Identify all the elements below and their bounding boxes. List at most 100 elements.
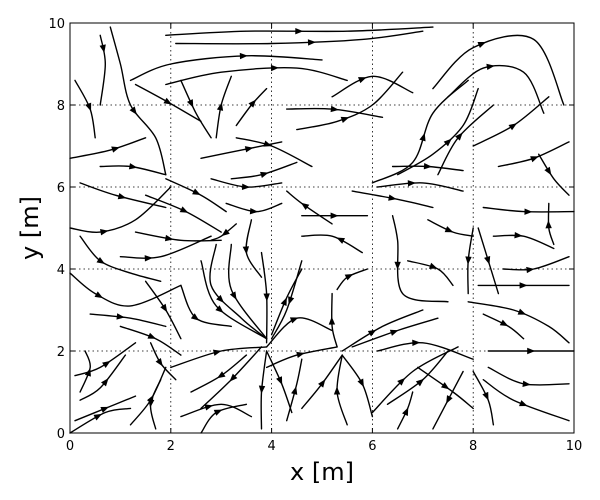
streamline xyxy=(482,206,575,213)
streamline-arrow xyxy=(333,386,341,395)
streamline xyxy=(371,346,459,414)
streamline-arrow xyxy=(289,317,299,324)
streamline-arrow xyxy=(147,332,157,339)
y-tick-label: 10 xyxy=(48,17,65,32)
streamline-arrow xyxy=(229,373,238,382)
streamline-arrow xyxy=(116,313,125,320)
streamline xyxy=(134,231,222,242)
streamline-arrow xyxy=(357,378,364,388)
streamline-arrow xyxy=(241,183,251,190)
streamline-arrow xyxy=(239,52,248,60)
streamline-arrow xyxy=(443,138,452,147)
streamline xyxy=(467,301,570,344)
streamline xyxy=(79,350,91,393)
streamline-arrow xyxy=(187,99,194,108)
streamline-arrow xyxy=(100,229,109,236)
y-tick-label: 0 xyxy=(57,427,65,442)
streamline-arrow xyxy=(163,97,172,105)
streamline-arrow xyxy=(204,404,214,411)
streamline-arrow xyxy=(402,407,409,416)
y-tick-label: 6 xyxy=(57,181,65,196)
streamline-arrow xyxy=(358,77,367,84)
streamline xyxy=(497,141,570,168)
streamline-arrow xyxy=(244,146,254,153)
streamline-arrow xyxy=(423,163,432,170)
x-axis-label: x [m] xyxy=(290,458,354,486)
streamline-arrow xyxy=(100,406,110,413)
streamline xyxy=(165,178,227,213)
streamline-arrow xyxy=(258,385,266,394)
streamline-arrow xyxy=(216,294,225,303)
streamline xyxy=(492,234,555,250)
streamline-arrow xyxy=(389,329,399,336)
streamline-arrow xyxy=(482,391,489,401)
x-tick-label: 0 xyxy=(66,439,74,454)
streamline-arrow xyxy=(295,27,304,35)
streamlines xyxy=(69,26,575,434)
streamline-arrow xyxy=(444,226,454,233)
streamline xyxy=(99,34,106,106)
streamline-arrow xyxy=(455,132,463,141)
streamline-arrow xyxy=(221,228,230,237)
streamline xyxy=(472,96,550,147)
streamline-arrow xyxy=(336,237,345,244)
streamline xyxy=(245,219,263,278)
streamline xyxy=(301,234,363,254)
streamline-arrow xyxy=(84,368,91,377)
streamline xyxy=(407,260,454,287)
streamline-arrow xyxy=(465,256,472,265)
streamline-arrow xyxy=(524,208,533,215)
streamline-arrow xyxy=(212,349,222,356)
streamline xyxy=(74,342,137,377)
y-axis-label: y [m] xyxy=(16,196,44,260)
streamline-arrow xyxy=(484,256,491,265)
streamline xyxy=(228,243,268,340)
streamline xyxy=(215,75,232,139)
streamline-arrow xyxy=(96,256,105,264)
streamline-arrow xyxy=(190,313,200,321)
grid-lines xyxy=(70,23,574,433)
streamline xyxy=(351,190,434,209)
streamline xyxy=(427,219,474,237)
streamline xyxy=(376,182,464,192)
streamline-arrow xyxy=(192,188,201,196)
streamline-arrow xyxy=(440,382,450,390)
streamline xyxy=(210,223,237,241)
streamline-arrow xyxy=(102,360,111,368)
streamline-arrow xyxy=(499,319,509,327)
streamline-arrow xyxy=(179,206,189,213)
streamline-arrow xyxy=(514,231,523,239)
streamline xyxy=(286,190,333,225)
y-tick-label: 2 xyxy=(57,345,65,360)
streamline-arrow xyxy=(155,357,163,367)
streamline xyxy=(74,79,96,139)
streamline-arrow xyxy=(111,146,120,153)
streamline xyxy=(270,260,303,340)
streamline xyxy=(341,354,374,418)
streamline-arrow xyxy=(249,207,259,215)
streamline xyxy=(265,346,338,369)
streamline-arrow xyxy=(328,316,336,325)
streamline-arrow xyxy=(296,351,305,359)
streamline xyxy=(482,313,525,340)
streamline-arrow xyxy=(517,308,527,315)
streamline xyxy=(200,141,283,159)
streamline-arrow xyxy=(160,303,168,313)
streamline-arrow xyxy=(217,371,226,379)
streamline xyxy=(396,87,479,176)
streamline xyxy=(69,272,182,307)
streamline-arrow xyxy=(318,379,326,388)
streamline xyxy=(79,235,162,282)
streamline-arrow xyxy=(394,261,401,270)
streamline xyxy=(149,379,162,430)
streamline xyxy=(447,64,545,114)
streamline xyxy=(69,137,147,159)
streamline xyxy=(209,243,268,340)
streamline xyxy=(336,268,369,291)
streamline-arrow xyxy=(397,377,406,386)
streamline xyxy=(487,366,570,386)
streamline xyxy=(331,75,414,98)
streamline xyxy=(165,67,348,86)
streamline-arrow xyxy=(367,329,377,337)
streamline xyxy=(119,235,212,259)
